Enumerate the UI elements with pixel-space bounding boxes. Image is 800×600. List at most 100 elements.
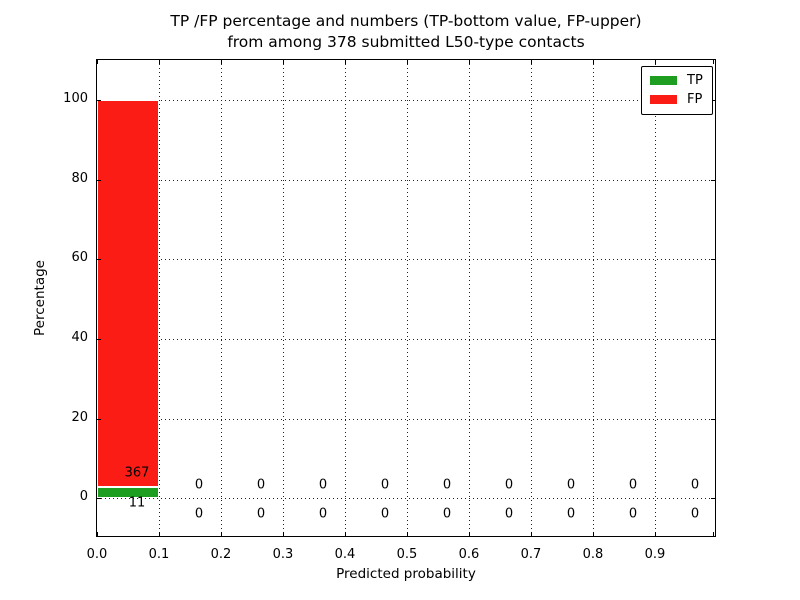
vertical-gridline: [221, 60, 222, 536]
fp-count-label: 0: [194, 477, 204, 493]
x-axis-title: Predicted probability: [336, 566, 476, 582]
x-tick-mark-top: [97, 60, 98, 64]
tp-legend-swatch: [650, 76, 677, 85]
vertical-gridline: [283, 60, 284, 536]
tp-count-label: 0: [194, 506, 204, 522]
y-tick-mark-right: [711, 498, 715, 500]
fp-legend-swatch: [650, 95, 677, 104]
x-tick-mark-top: [283, 60, 284, 64]
y-tick-mark: [97, 99, 101, 101]
tp-count-label: 11: [128, 495, 146, 510]
fp-count-label: 0: [256, 477, 266, 493]
vertical-gridline: [407, 60, 408, 536]
x-tick-mark-top: [531, 60, 532, 64]
chart-title: TP /FP percentage and numbers (TP-bottom…: [96, 11, 716, 53]
vertical-gridline: [531, 60, 532, 536]
y-tick-mark: [97, 338, 101, 340]
y-tick-mark-right: [711, 99, 715, 101]
x-tick-mark: [97, 532, 98, 536]
x-tick-mark: [655, 532, 656, 536]
fp-count-label: 0: [442, 477, 452, 493]
legend-label: FP: [687, 92, 703, 107]
x-tick-label: 0.5: [396, 547, 418, 562]
fp-count-label: 0: [318, 477, 328, 493]
tp-bar: [97, 486, 159, 499]
y-tick-label: 0: [79, 489, 88, 505]
fp-count-label: 0: [504, 477, 514, 493]
legend-box: TP FP: [641, 66, 713, 115]
x-tick-label: 0.6: [458, 547, 480, 562]
fp-bar: [97, 99, 159, 487]
y-tick-mark-right: [711, 338, 715, 340]
x-tick-mark-top: [221, 60, 222, 64]
y-axis-title: Percentage: [32, 260, 48, 336]
y-tick-mark-right: [711, 179, 715, 181]
x-tick-mark: [345, 532, 346, 536]
tp-count-label: 0: [690, 506, 700, 522]
vertical-gridline: [345, 60, 346, 536]
legend-label: TP: [687, 73, 703, 88]
x-tick-mark: [531, 532, 532, 536]
tp-count-label: 0: [504, 506, 514, 522]
x-tick-mark-top: [345, 60, 346, 64]
y-tick-mark: [97, 418, 101, 420]
horizontal-gridline: [97, 179, 715, 181]
chart-title-line1: TP /FP percentage and numbers (TP-bottom…: [170, 12, 642, 30]
x-tick-mark-top: [159, 60, 160, 64]
horizontal-gridline: [97, 338, 715, 340]
vertical-gridline: [655, 60, 656, 536]
x-tick-mark-top: [407, 60, 408, 64]
horizontal-gridline: [97, 418, 715, 420]
x-tick-mark: [469, 532, 470, 536]
fp-count-label: 367: [124, 465, 150, 481]
x-tick-label: 0.7: [520, 547, 542, 562]
x-tick-mark-top: [655, 60, 656, 64]
fp-count-label: 0: [566, 477, 576, 493]
plot-area: 367 11 0 0 0 0 0 0 0 0 0 0 0 0 0 0 0 0 0 0 0.0 0.1 0.2 0.3 0.4 0…: [87, 59, 716, 562]
y-tick-mark: [97, 179, 101, 181]
x-tick-mark: [283, 532, 284, 536]
x-tick-mark: [407, 532, 408, 536]
x-tick-label: 0.8: [582, 547, 604, 562]
x-tick-mark: [221, 532, 222, 536]
vertical-gridline: [593, 60, 594, 536]
chart-title-line2: from among 378 submitted L50-type contac…: [227, 33, 585, 51]
x-tick-label: 0.9: [644, 547, 666, 562]
y-tick-label: 20: [71, 409, 88, 425]
y-tick-label: 40: [71, 329, 88, 345]
horizontal-gridline: [97, 259, 715, 261]
x-tick-mark-top: [469, 60, 470, 64]
tp-count-label: 0: [628, 506, 638, 522]
y-tick-label: 60: [71, 250, 88, 266]
x-tick-mark: [593, 532, 594, 536]
tp-count-label: 0: [442, 506, 452, 522]
y-tick-label: 80: [71, 170, 88, 186]
tp-count-label: 0: [380, 506, 390, 522]
x-tick-mark-top: [593, 60, 594, 64]
x-tick-label: 0.1: [148, 547, 170, 562]
x-tick-label: 0.4: [334, 547, 356, 562]
x-tick-label: 0.2: [210, 547, 232, 562]
horizontal-gridline: [97, 498, 715, 500]
y-tick-mark: [97, 498, 101, 500]
vertical-gridline: [159, 60, 160, 536]
x-tick-label: 0.0: [86, 547, 108, 562]
x-tick-mark-top: [713, 60, 714, 64]
legend-row: FP: [642, 91, 712, 110]
y-tick-mark: [97, 259, 101, 261]
tp-count-label: 0: [318, 506, 328, 522]
y-tick-mark-right: [711, 418, 715, 420]
y-tick-label: 100: [63, 90, 88, 106]
vertical-gridline: [469, 60, 470, 536]
fp-count-label: 0: [380, 477, 390, 493]
x-tick-mark: [713, 532, 714, 536]
x-tick-label: 0.3: [272, 547, 294, 562]
tp-count-label: 0: [256, 506, 266, 522]
horizontal-gridline: [97, 99, 715, 101]
tp-count-label: 0: [566, 506, 576, 522]
y-tick-mark-right: [711, 259, 715, 261]
legend-row: TP: [642, 72, 712, 91]
fp-count-label: 0: [628, 477, 638, 493]
x-tick-mark: [159, 532, 160, 536]
